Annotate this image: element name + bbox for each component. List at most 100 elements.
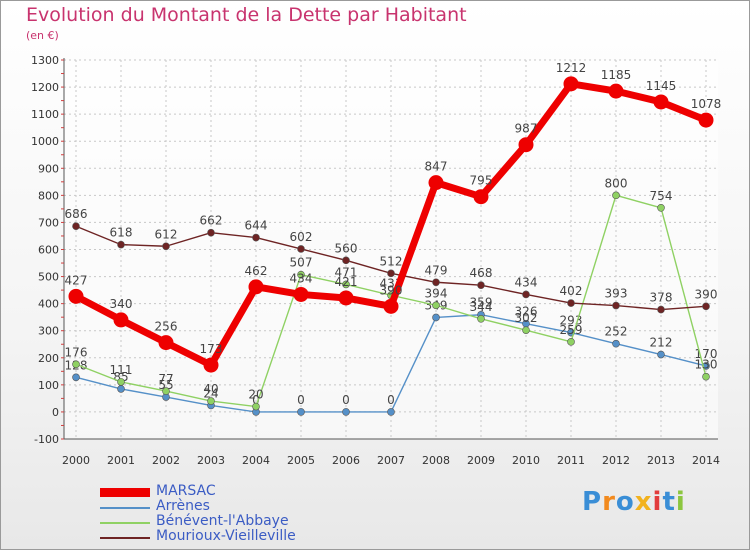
legend-swatch xyxy=(100,537,150,539)
data-label: 421 xyxy=(335,275,358,289)
y-tick-label: 800 xyxy=(38,189,59,202)
y-tick-label: 900 xyxy=(38,162,59,175)
data-point xyxy=(428,175,444,191)
legend-label: Arrènes xyxy=(156,498,210,514)
data-label: 471 xyxy=(335,265,358,279)
data-point xyxy=(387,408,395,416)
y-tick-label: 500 xyxy=(38,271,59,284)
data-point xyxy=(653,94,669,110)
legend-swatch xyxy=(100,488,150,497)
x-tick-label: 2013 xyxy=(647,454,675,467)
data-label: 434 xyxy=(290,271,313,285)
data-point xyxy=(563,76,579,92)
data-point xyxy=(203,357,219,373)
data-point xyxy=(117,378,125,386)
data-label: 393 xyxy=(605,287,628,301)
data-point xyxy=(567,338,575,346)
data-label: 1212 xyxy=(556,61,587,75)
data-point xyxy=(252,233,260,242)
x-tick-label: 2006 xyxy=(332,454,360,467)
data-point xyxy=(473,189,489,205)
data-label: 390 xyxy=(695,287,718,301)
chart-title: Evolution du Montant de la Dette par Hab… xyxy=(26,4,467,26)
data-label: 560 xyxy=(335,241,358,255)
data-point xyxy=(612,191,620,200)
data-label: 359 xyxy=(470,296,493,310)
data-point xyxy=(72,373,80,382)
x-tick-label: 2008 xyxy=(422,454,450,467)
logo-letter: P xyxy=(582,487,603,517)
logo-letter: i xyxy=(652,487,663,517)
x-tick-label: 2002 xyxy=(152,454,180,467)
data-label: 77 xyxy=(158,372,173,386)
data-label: 0 xyxy=(387,393,395,407)
data-label: 1078 xyxy=(691,97,722,111)
data-point xyxy=(387,269,395,278)
data-point xyxy=(113,312,129,328)
data-point xyxy=(297,245,305,253)
data-point xyxy=(522,290,530,299)
series-0: 427 340 256 173 462 434 421 390 847 795 987 1212 118… xyxy=(65,61,722,373)
series-1: 1288555240000349359326293252212170 xyxy=(65,296,717,416)
data-point xyxy=(477,315,485,323)
data-label: 302 xyxy=(515,311,538,325)
data-label: 394 xyxy=(425,286,448,300)
data-point xyxy=(162,242,170,251)
data-point xyxy=(162,387,170,395)
data-point xyxy=(383,298,399,314)
x-tick-label: 2000 xyxy=(62,454,90,467)
data-point xyxy=(158,335,174,351)
legend-label: MARSAC xyxy=(156,483,216,499)
data-label: 340 xyxy=(110,297,133,311)
data-point xyxy=(342,256,350,265)
data-point xyxy=(657,305,665,314)
data-point xyxy=(698,112,714,128)
data-label: 0 xyxy=(342,393,350,407)
data-point xyxy=(657,350,665,359)
data-label: 24 xyxy=(203,386,218,400)
data-label: 40 xyxy=(203,382,218,396)
data-label: 252 xyxy=(605,325,628,339)
data-label: 618 xyxy=(110,226,133,240)
data-label: 462 xyxy=(245,264,268,278)
data-point xyxy=(432,313,440,322)
data-label: 1145 xyxy=(646,79,677,93)
data-label: 0 xyxy=(297,393,305,407)
logo-letter: x xyxy=(634,487,653,517)
data-point xyxy=(342,280,350,289)
y-tick-label: 1000 xyxy=(31,135,59,148)
x-tick-label: 2001 xyxy=(107,454,135,467)
y-tick-label: 700 xyxy=(38,216,59,229)
x-tick-label: 2011 xyxy=(557,454,585,467)
data-point xyxy=(612,339,620,348)
data-point xyxy=(567,299,575,307)
x-tick-label: 2012 xyxy=(602,454,630,467)
data-label: 0 xyxy=(252,393,260,407)
data-point xyxy=(117,385,125,393)
data-label: 20 xyxy=(248,388,263,402)
x-tick-label: 2007 xyxy=(377,454,405,467)
data-point xyxy=(72,222,80,231)
data-point xyxy=(297,270,305,279)
data-point xyxy=(248,279,264,295)
data-label: 402 xyxy=(560,284,583,298)
data-label: 612 xyxy=(155,227,178,241)
data-point xyxy=(657,204,665,212)
data-label: 987 xyxy=(515,122,538,136)
x-tick-label: 2010 xyxy=(512,454,540,467)
data-label: 55 xyxy=(158,378,173,392)
y-tick-label: 300 xyxy=(38,325,59,338)
data-point xyxy=(518,137,534,153)
data-label: 130 xyxy=(695,358,718,372)
y-tick-label: 200 xyxy=(38,352,59,365)
data-point xyxy=(68,288,84,304)
data-label: 212 xyxy=(650,336,673,350)
chart-subtitle: (en €) xyxy=(26,29,59,42)
y-tick-label: 400 xyxy=(38,298,59,311)
x-tick-label: 2004 xyxy=(242,454,270,467)
data-label: 795 xyxy=(470,174,493,188)
data-label: 176 xyxy=(65,345,88,359)
data-label: 468 xyxy=(470,266,493,280)
